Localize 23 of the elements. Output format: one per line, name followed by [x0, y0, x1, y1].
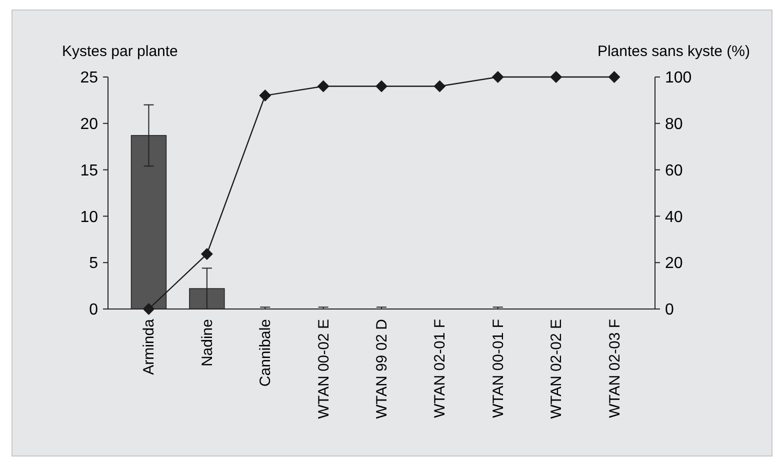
x-tick-label: WTAN 00-01 F: [490, 319, 507, 418]
x-tick-label: Cannibale: [257, 319, 274, 387]
y2-tick-label: 40: [665, 208, 683, 226]
y-tick-label: 5: [89, 255, 98, 272]
x-tick-label: Arminda: [140, 318, 158, 375]
y2-tick-label: 20: [665, 255, 683, 272]
y-tick-label: 10: [80, 208, 98, 226]
x-tick-label: WTAN 00-02 E: [315, 319, 332, 419]
y-tick-label: 15: [80, 162, 98, 180]
y-tick-label: 20: [80, 116, 98, 133]
x-tick-label: WTAN 02-02 E: [548, 319, 566, 419]
y-axis-title: Kystes par plante: [62, 43, 178, 60]
y-tick-label: 0: [89, 302, 98, 319]
y2-tick-label: 0: [665, 302, 674, 319]
y2-tick-label: 80: [665, 116, 683, 133]
x-tick-label: WTAN 02-01 F: [432, 319, 449, 418]
y2-tick-label: 60: [665, 162, 683, 180]
y2-tick-label: 100: [665, 70, 692, 87]
x-tick-label: WTAN 99 02 D: [374, 318, 390, 419]
y-tick-label: 25: [80, 70, 98, 87]
y2-axis-title: Plantes sans kyste (%): [597, 43, 750, 60]
x-tick-label: Nadine: [198, 319, 216, 367]
x-tick-label: WTAN 02-03 F: [606, 319, 624, 418]
